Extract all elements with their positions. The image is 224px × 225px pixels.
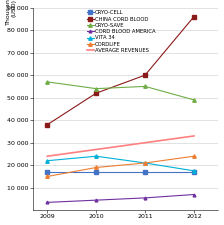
- CORDLIFE: [193, 155, 195, 157]
- CORD BLOOD AMERICA: [144, 197, 146, 199]
- VITA 34: [95, 155, 97, 157]
- CORDLIFE: [95, 166, 97, 169]
- Line: VITA 34: VITA 34: [45, 155, 196, 173]
- AVERAGE REVENUES: [95, 148, 97, 151]
- Line: CRYO-CELL: CRYO-CELL: [45, 170, 196, 174]
- AVERAGE REVENUES: [193, 135, 195, 137]
- CORD BLOOD AMERICA: [95, 199, 97, 202]
- CRYO-CELL: [144, 171, 146, 173]
- Legend: CRYO-CELL, CHINA CORD BLOOD, CRYO-SAVE, CORD BLOOD AMERICA, VITA 34, CORDLIFE, A: CRYO-CELL, CHINA CORD BLOOD, CRYO-SAVE, …: [87, 10, 156, 53]
- CHINA CORD BLOOD: [144, 74, 146, 76]
- CRYO-SAVE: [46, 81, 49, 83]
- VITA 34: [46, 159, 49, 162]
- CRYO-CELL: [46, 171, 49, 173]
- CRYO-CELL: [95, 171, 97, 173]
- CRYO-SAVE: [95, 87, 97, 90]
- CORDLIFE: [46, 175, 49, 178]
- Line: CORD BLOOD AMERICA: CORD BLOOD AMERICA: [46, 193, 195, 204]
- CRYO-CELL: [193, 171, 195, 173]
- Line: CHINA CORD BLOOD: CHINA CORD BLOOD: [45, 15, 196, 126]
- Y-axis label: Thousands
(USD): Thousands (USD): [6, 0, 16, 25]
- AVERAGE REVENUES: [46, 155, 49, 157]
- Line: AVERAGE REVENUES: AVERAGE REVENUES: [47, 136, 194, 156]
- CHINA CORD BLOOD: [193, 15, 195, 18]
- VITA 34: [193, 169, 195, 172]
- Line: CORDLIFE: CORDLIFE: [45, 155, 196, 178]
- CORD BLOOD AMERICA: [46, 201, 49, 204]
- CRYO-SAVE: [144, 85, 146, 88]
- CORDLIFE: [144, 162, 146, 164]
- Line: CRYO-SAVE: CRYO-SAVE: [45, 80, 196, 102]
- VITA 34: [144, 162, 146, 164]
- CHINA CORD BLOOD: [95, 92, 97, 94]
- CORD BLOOD AMERICA: [193, 193, 195, 196]
- CHINA CORD BLOOD: [46, 123, 49, 126]
- AVERAGE REVENUES: [144, 141, 146, 144]
- CRYO-SAVE: [193, 99, 195, 101]
